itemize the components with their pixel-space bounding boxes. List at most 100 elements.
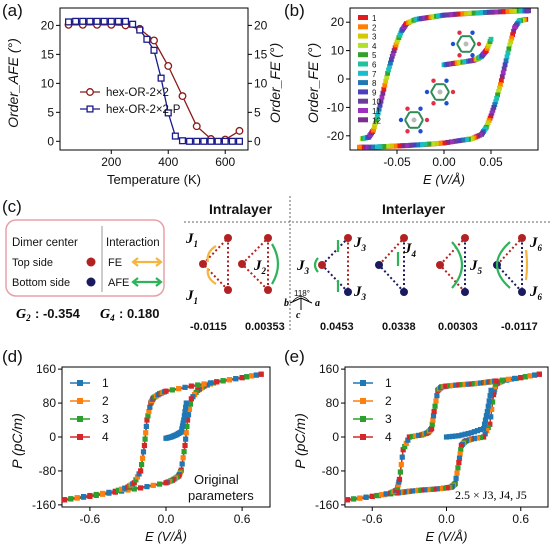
- triangle-site: [400, 288, 408, 296]
- e-upper_branch-point: [429, 425, 435, 432]
- b-ytick-label: 10: [331, 44, 345, 58]
- b-upper_branch-point: [486, 9, 492, 15]
- b-lower_branch-point: [493, 99, 499, 105]
- e-legend-marker: [360, 434, 366, 440]
- e-initial_branch-point: [465, 430, 471, 437]
- e-ytick-label: 0: [332, 430, 339, 444]
- molecule-atom: [398, 117, 404, 123]
- a-ytick-label-right: 20: [254, 18, 268, 32]
- e-initial_branch-point: [459, 432, 465, 438]
- panel-c-letter: (c): [2, 197, 22, 216]
- b-legend-marker: [358, 89, 368, 95]
- e-upper_branch-point: [431, 408, 437, 415]
- j1-arc-upper: [206, 245, 217, 263]
- j5-triangle: [436, 234, 469, 296]
- b-plot-frame: [349, 7, 539, 151]
- j6-arc-right: [524, 249, 529, 281]
- j5-arc: [451, 241, 464, 289]
- e-lower_branch-point: [493, 381, 499, 387]
- d-upper_branch-point: [99, 490, 106, 497]
- molecule-atom: [463, 41, 469, 47]
- d-initial_branch-point: [179, 423, 186, 429]
- d-lower_branch-point: [125, 487, 131, 493]
- b-xtick-label: 0.00: [432, 155, 456, 169]
- d-ytick-label: 0: [49, 430, 56, 444]
- e-upper_branch-point: [399, 454, 405, 460]
- molecule-atom: [418, 129, 423, 134]
- a-series-fe-point: [121, 17, 130, 25]
- b-lower_branch-point: [511, 28, 516, 34]
- j3-label-lower: J3: [353, 284, 367, 302]
- molecule-bond: [430, 83, 437, 93]
- molecule-bond: [456, 43, 463, 53]
- e-upper_branch-line: [347, 373, 540, 501]
- e-lower_branch-line: [347, 374, 540, 502]
- e-initial_branch-point: [446, 434, 453, 440]
- d-legend-label: 1: [102, 376, 109, 390]
- d-ytick-label: -160: [32, 498, 56, 512]
- e-initial_branch-point: [483, 413, 490, 419]
- j3-label-left: J3: [296, 258, 310, 276]
- j6-label-lower: J6: [529, 284, 543, 302]
- e-lower_branch-point: [474, 435, 481, 441]
- b-lower_branch-point: [396, 143, 402, 149]
- molecule-atom: [405, 129, 410, 134]
- j5-label: J5: [469, 258, 483, 276]
- molecule-atom: [431, 101, 436, 106]
- b-lower_branch-point: [388, 143, 394, 149]
- e-lower_branch-line: [347, 373, 540, 501]
- molecule-atom: [457, 53, 462, 58]
- a-series-fe-point: [72, 17, 80, 25]
- d-x-axis-label: E (V/Å): [145, 529, 187, 544]
- a-series-fe-point: [235, 137, 244, 145]
- a-ytick-label-right: 10: [254, 76, 268, 90]
- d-legend-marker: [77, 416, 83, 422]
- e-initial_branch-point: [477, 426, 484, 433]
- b-upper_branch-point: [376, 106, 382, 112]
- d-upper_branch-point: [142, 436, 148, 442]
- b-lower_branch-point: [373, 144, 379, 150]
- a-series-fe-point: [79, 17, 87, 25]
- b-upper_branch-point: [490, 9, 496, 15]
- d-upper_branch-point: [258, 371, 264, 377]
- d-initial_branch-point: [183, 404, 189, 410]
- e-upper_branch-point: [357, 495, 363, 501]
- legend-box: [5, 219, 165, 297]
- g2-label: G2: [16, 307, 31, 323]
- d-upper_branch-point: [68, 496, 74, 502]
- chart-d: -0.6 0.0 0.6 -160 -80 0 80 160 E (V/Å) P (pC/m) 1 2…: [9, 362, 271, 544]
- d-upper_branch-point: [144, 417, 150, 423]
- e-lower_branch-point: [434, 486, 440, 492]
- e-upper_branch-point: [430, 413, 437, 419]
- e-upper_branch-point: [398, 461, 404, 468]
- e-lower_branch-point: [489, 406, 495, 413]
- b-upper_branch-point: [445, 12, 451, 18]
- molecule-atom: [411, 117, 417, 123]
- b-x-axis-label: E (V/Å): [423, 172, 465, 187]
- triangle-site: [461, 234, 469, 242]
- e-lower_branch-point: [485, 424, 491, 431]
- d-initial_branch-point: [182, 408, 188, 415]
- a-ytick-label: 10: [41, 76, 55, 90]
- j6-label-upper: J6: [529, 235, 543, 253]
- e-upper_branch-point: [453, 382, 459, 388]
- e-upper_branch-line: [347, 374, 540, 502]
- e-xtick-label: 0.6: [512, 512, 529, 526]
- b-xtick-label: -0.05: [383, 155, 411, 169]
- b-upper_branch-point: [501, 9, 507, 14]
- b-lower_branch-point: [449, 139, 454, 145]
- d-lower_branch-point: [187, 401, 194, 407]
- e-initial_branch-point: [462, 431, 468, 437]
- b-legend-marker: [358, 108, 368, 113]
- e-lower_branch-point: [422, 487, 428, 493]
- d-initial_branch-point: [180, 420, 186, 426]
- b-upper_branch-point: [498, 9, 503, 15]
- b-lower_branch-point: [509, 35, 515, 41]
- b-legend-marker: [358, 61, 368, 67]
- e-legend-marker: [360, 398, 366, 404]
- e-initial_branch-point: [456, 433, 462, 439]
- g4-label: G4: [100, 307, 115, 323]
- e-initial_branch-point: [453, 433, 459, 439]
- b-initial_branch-point: [488, 36, 494, 42]
